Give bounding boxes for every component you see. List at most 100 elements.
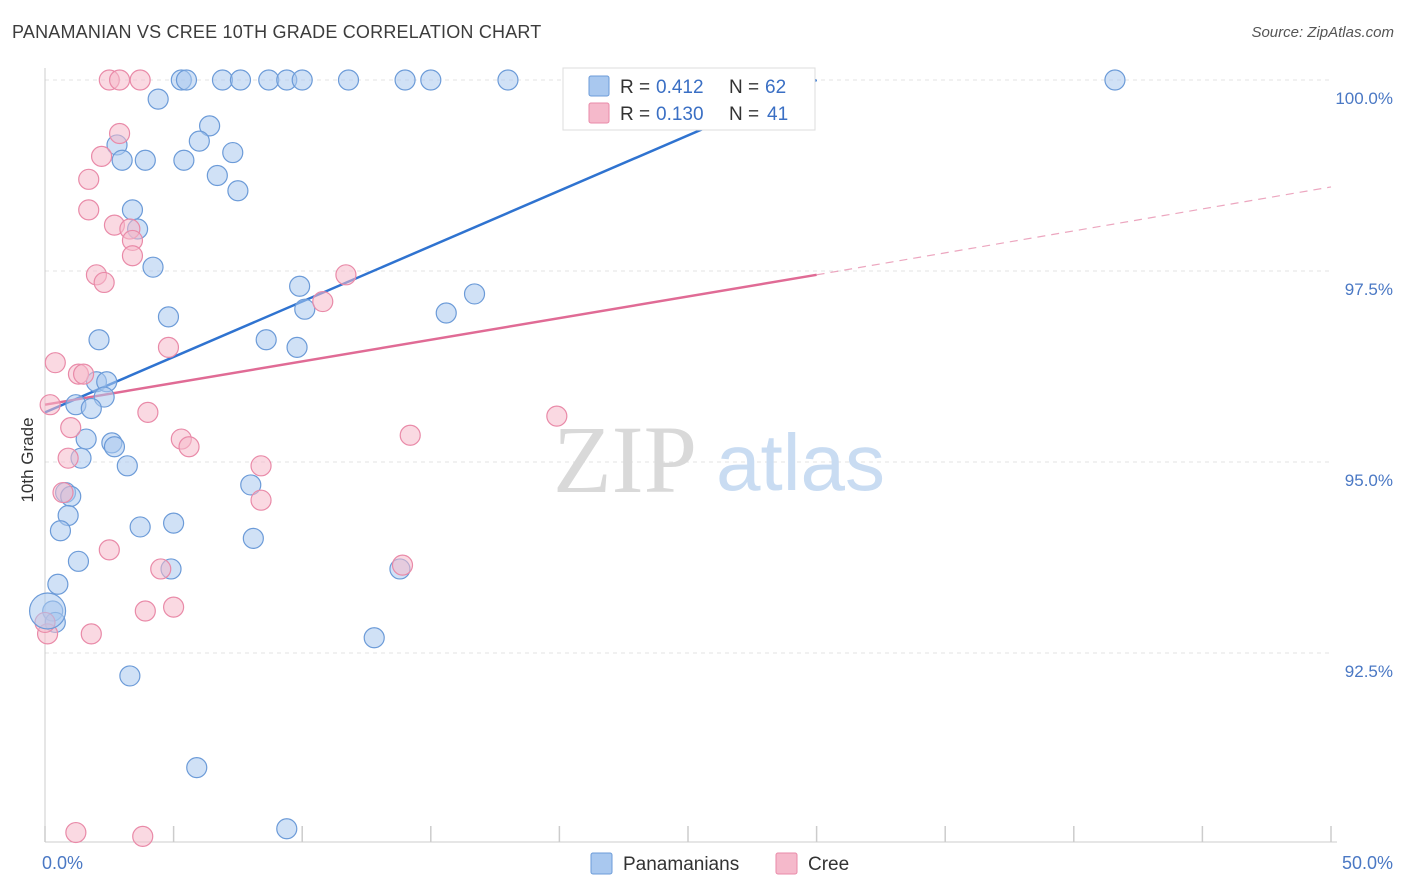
point-panamanians-46 (240, 474, 262, 496)
point-cree-23 (60, 417, 82, 439)
point-panamanians-53 (242, 527, 264, 550)
point-cree-39 (132, 825, 154, 847)
point-cree-22 (546, 405, 568, 427)
point-panamanians-40 (80, 397, 102, 420)
point-panamanians-24 (227, 180, 249, 202)
point-cree-34 (134, 600, 156, 622)
legend-n-label: N = (729, 104, 759, 125)
legend-swatch-cree (588, 102, 610, 124)
point-panamanians-cluster (28, 592, 67, 630)
legend-r-label: R = (620, 104, 650, 125)
y-axis-label: 10th Grade (18, 417, 37, 502)
data-points (28, 69, 1126, 847)
point-cree-5 (90, 145, 113, 167)
point-cree-33 (391, 554, 414, 576)
x-tick-label-1: 50.0% (1342, 853, 1393, 873)
point-panamanians-22 (222, 141, 244, 164)
point-cree-4 (108, 122, 131, 145)
grid-lines (45, 79, 1331, 654)
point-panamanians-10 (497, 69, 519, 91)
series-legend-cree: Cree (808, 854, 849, 875)
point-panamanians-6 (291, 69, 313, 91)
point-panamanians-7 (337, 69, 360, 91)
point-panamanians-21 (173, 149, 195, 171)
point-cree-31 (98, 539, 120, 561)
point-panamanians-52 (163, 512, 185, 534)
point-cree-38 (65, 821, 87, 844)
point-cree-37 (80, 623, 102, 645)
trend-line-cree (44, 273, 817, 406)
point-panamanians-17 (188, 130, 210, 152)
point-panamanians-27 (142, 256, 164, 278)
point-cree-28 (250, 455, 272, 477)
series-legend-swatch-panamanians (590, 852, 613, 875)
y-tick-label-2: 97.5% (1345, 280, 1393, 299)
y-tick-labels: 92.5% 95.0% 97.5% 100.0% (1335, 89, 1393, 681)
trend-line-panamanians (44, 78, 818, 414)
y-tick-label-0: 92.5% (1345, 662, 1393, 681)
point-panamanians-28 (289, 275, 311, 297)
x-tick-label-0: 0.0% (42, 853, 83, 873)
chart-title: PANAMANIAN VS CREE 10TH GRADE CORRELATIO… (12, 22, 542, 42)
axes (44, 68, 1337, 843)
point-cree-16 (157, 336, 180, 358)
point-panamanians-4 (258, 69, 280, 91)
point-cree-2 (129, 69, 151, 91)
point-panamanians-19 (111, 149, 133, 171)
legend-n-label: N = (729, 77, 759, 98)
legend-swatch-panamanians (588, 75, 610, 97)
point-cree-13 (93, 271, 115, 294)
point-panamanians-3 (229, 69, 252, 91)
point-panamanians-30 (294, 298, 316, 320)
series-legend-panamanians: Panamanians (623, 854, 739, 875)
trend-lines (44, 78, 1332, 414)
point-cree-1 (108, 69, 131, 91)
point-cree-7 (78, 199, 100, 221)
series-legend: Panamanians Cree (590, 852, 849, 875)
point-cree-30 (250, 489, 272, 511)
point-cree-20 (39, 394, 61, 416)
legend-r-value-panamanians: 0.412 (656, 77, 704, 98)
point-panamanians-1 (175, 69, 198, 91)
point-panamanians-33 (88, 329, 110, 351)
source-credit: Source: ZipAtlas.com (1251, 24, 1394, 41)
legend-n-value-panamanians: 62 (765, 77, 786, 98)
point-panamanians-8 (394, 69, 416, 91)
watermark: ZIP atlas (553, 406, 885, 513)
point-cree-21 (137, 401, 159, 423)
point-panamanians-45 (116, 455, 138, 477)
point-panamanians-29 (463, 283, 486, 305)
point-panamanians-54 (67, 550, 90, 572)
watermark-atlas: atlas (716, 418, 885, 507)
point-panamanians-15 (147, 88, 169, 110)
point-panamanians-43 (103, 436, 126, 458)
point-cree-27 (57, 447, 79, 469)
point-panamanians-60 (363, 627, 385, 649)
point-panamanians-34 (255, 329, 277, 351)
point-cree-35 (163, 596, 185, 618)
point-panamanians-51 (129, 516, 151, 538)
point-panamanians-31 (435, 302, 457, 324)
point-panamanians-9 (420, 69, 442, 91)
point-cree-6 (78, 168, 100, 190)
stats-legend: R = 0.412 N = 62 R = 0.130 N = 41 (562, 67, 816, 131)
point-panamanians-2 (211, 69, 234, 91)
legend-r-label: R = (620, 77, 650, 98)
point-panamanians-20 (134, 149, 156, 171)
y-tick-label-3: 100.0% (1335, 89, 1393, 108)
legend-n-value-cree: 41 (767, 104, 788, 125)
point-cree-24 (399, 424, 421, 446)
point-panamanians-63 (276, 818, 298, 840)
point-cree-19 (72, 363, 95, 385)
point-cree-11 (121, 245, 144, 267)
point-cree-14 (335, 264, 357, 286)
point-cree-32 (150, 558, 172, 580)
point-panamanians-61 (119, 665, 141, 687)
point-panamanians-62 (186, 756, 208, 779)
point-cree-26 (178, 436, 200, 458)
point-panamanians-16 (199, 115, 221, 137)
point-panamanians-23 (206, 164, 228, 187)
point-panamanians-50 (49, 520, 72, 542)
point-panamanians-57 (47, 573, 69, 595)
